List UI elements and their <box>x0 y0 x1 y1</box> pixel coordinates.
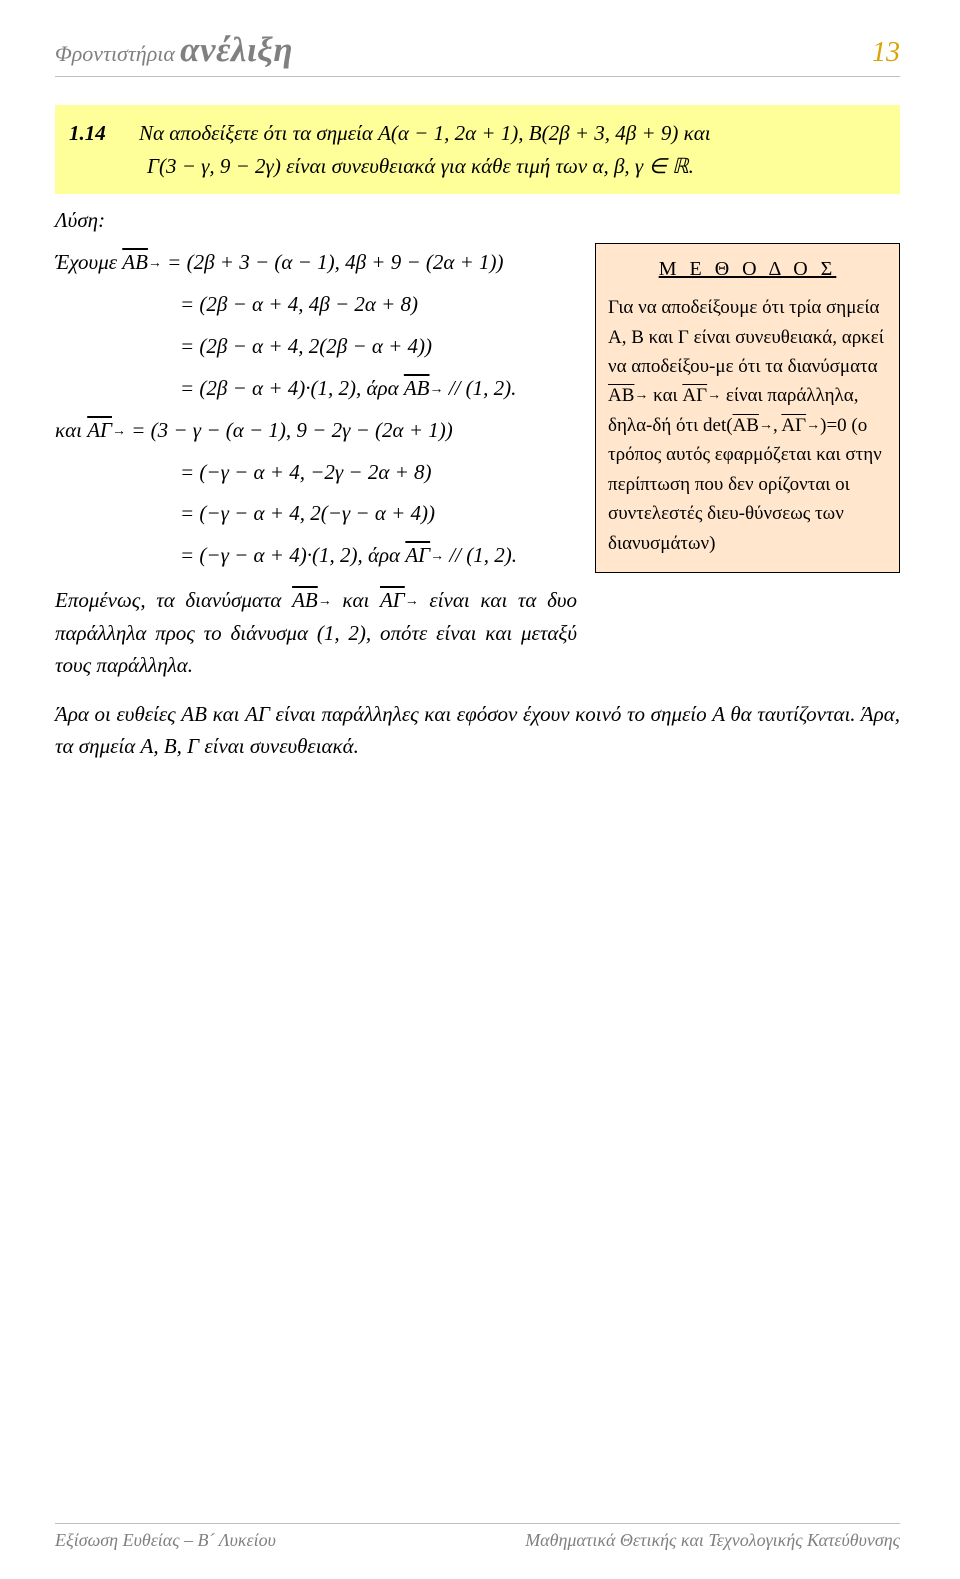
problem-number: 1.14 <box>69 121 106 145</box>
calc-text: = (2β − α + 4)·(1, 2), άρα <box>180 376 404 400</box>
vector-ab: AB <box>292 588 318 612</box>
calc-line-5: και AΓ→ = (3 − γ − (α − 1), 9 − 2γ − (2α… <box>55 411 577 451</box>
calc-line-3: = (2β − α + 4, 2(2β − α + 4)) <box>55 327 577 367</box>
solution-body: Έχουμε AB→ = (2β + 3 − (α − 1), 4β + 9 −… <box>55 243 577 682</box>
footer-left: Εξίσωση Ευθείας – Β´ Λυκείου <box>55 1530 276 1551</box>
footer-right: Μαθηματικά Θετικής και Τεχνολογικής Κατε… <box>525 1530 900 1551</box>
calc-text: και <box>55 418 87 442</box>
problem-line-2: Γ(3 − γ, 9 − 2γ) είναι συνευθειακά για κ… <box>69 150 886 183</box>
method-text: Για να αποδείξουμε ότι τρία σημεία Α, Β … <box>608 297 884 377</box>
calc-line-1: Έχουμε AB→ = (2β + 3 − (α − 1), 4β + 9 −… <box>55 243 577 283</box>
arrow-icon: → <box>112 424 126 439</box>
method-body: Για να αποδείξουμε ότι τρία σημεία Α, Β … <box>608 293 887 558</box>
vector-ag: AΓ <box>87 418 112 442</box>
calc-line-2: = (2β − α + 4, 4β − 2α + 8) <box>55 285 577 325</box>
vector-ab: AB <box>122 250 148 274</box>
solution-area: Έχουμε AB→ = (2β + 3 − (α − 1), 4β + 9 −… <box>55 243 900 682</box>
problem-text-1: Να αποδείξετε ότι τα σημεία A(α − 1, 2α … <box>139 121 711 145</box>
para-text: Επομένως, τα διανύσματα <box>55 588 292 612</box>
vector-ag: AΓ <box>405 543 430 567</box>
arrow-icon: → <box>430 382 444 397</box>
calc-line-7: = (−γ − α + 4, 2(−γ − α + 4)) <box>55 494 577 534</box>
arrow-icon: → <box>759 418 773 433</box>
arrow-icon: → <box>634 388 648 403</box>
arrow-icon: → <box>707 388 721 403</box>
calc-text: // (1, 2). <box>444 376 517 400</box>
calc-line-8: = (−γ − α + 4)·(1, 2), άρα AΓ→ // (1, 2)… <box>55 536 577 576</box>
problem-line-1: 1.14 Να αποδείξετε ότι τα σημεία A(α − 1… <box>69 117 886 150</box>
arrow-icon: → <box>806 418 820 433</box>
conclusion-paragraph-1: Επομένως, τα διανύσματα AB→ και AΓ→ είνα… <box>55 584 577 682</box>
method-box: Μ Ε Θ Ο Δ Ο Σ Για να αποδείξουμε ότι τρί… <box>595 243 900 573</box>
calc-text: // (1, 2). <box>444 543 517 567</box>
vector-ab: AB <box>608 385 634 406</box>
problem-statement: 1.14 Να αποδείξετε ότι τα σημεία A(α − 1… <box>55 105 900 194</box>
conclusion-paragraph-2: Άρα οι ευθείες AB και AΓ είναι παράλληλε… <box>55 698 900 763</box>
arrow-icon: → <box>430 549 444 564</box>
solution-label: Λύση: <box>55 208 900 233</box>
vector-ag: AΓ <box>781 415 806 436</box>
brand-right: ανέλιξη <box>180 30 293 69</box>
calc-text: = (−γ − α + 4)·(1, 2), άρα <box>180 543 405 567</box>
arrow-icon: → <box>148 256 162 271</box>
method-title: Μ Ε Θ Ο Δ Ο Σ <box>608 254 887 285</box>
method-text: και <box>648 385 682 406</box>
calc-line-6: = (−γ − α + 4, −2γ − 2α + 8) <box>55 453 577 493</box>
arrow-icon: → <box>318 594 332 609</box>
para-text: και <box>332 588 380 612</box>
brand-left: Φροντιστήρια <box>55 41 175 66</box>
calc-text: = (2β + 3 − (α − 1), 4β + 9 − (2α + 1)) <box>162 250 504 274</box>
page-footer: Εξίσωση Ευθείας – Β´ Λυκείου Μαθηματικά … <box>55 1523 900 1551</box>
arrow-icon: → <box>405 594 419 609</box>
page-number: 13 <box>872 37 900 69</box>
vector-ag: AΓ <box>682 385 707 406</box>
calc-text: = (3 − γ − (α − 1), 9 − 2γ − (2α + 1)) <box>126 418 453 442</box>
page-header: Φροντιστήρια ανέλιξη 13 <box>55 30 900 77</box>
vector-ab: AB <box>404 376 430 400</box>
vector-ag: AΓ <box>380 588 405 612</box>
vector-ab: AB <box>733 415 759 436</box>
brand: Φροντιστήρια ανέλιξη <box>55 30 293 70</box>
calc-line-4: = (2β − α + 4)·(1, 2), άρα AB→ // (1, 2)… <box>55 369 577 409</box>
calc-text: Έχουμε <box>55 250 122 274</box>
